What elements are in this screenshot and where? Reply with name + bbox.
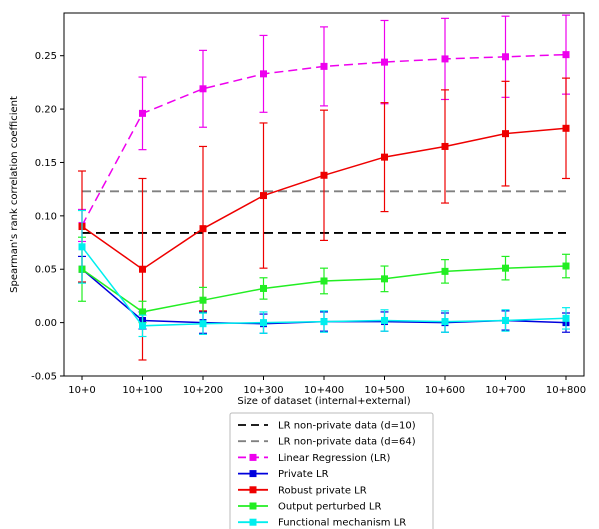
legend-box: [229, 412, 434, 529]
legend-label: Functional mechanism LR: [278, 518, 406, 529]
series-linear-regression-lr: [78, 14, 570, 243]
data-point: [320, 171, 328, 179]
y-tick-label: 0.15: [35, 158, 57, 169]
legend-entry-lr-non-private-data-d-64: LR non-private data (d=64): [238, 437, 416, 448]
data-point: [441, 267, 449, 275]
data-point: [320, 318, 328, 326]
data-point: [199, 320, 207, 328]
legend-label: LR non-private data (d=64): [278, 437, 416, 448]
x-axis-title: Size of dataset (internal+external): [237, 396, 410, 407]
axes: -0.05 0.00 0.05 0.10 0.15 0.20 0.25 10+0 10+100 1…: [9, 12, 586, 407]
plot-area: [78, 14, 570, 361]
x-tick-label: 10+700: [485, 385, 525, 396]
legend-label: LR non-private data (d=10): [278, 421, 416, 432]
x-tick-label: 10+400: [304, 385, 344, 396]
data-point: [199, 85, 207, 93]
legend-swatch-marker: [249, 470, 257, 478]
data-point: [381, 316, 388, 324]
series-output-perturbed-lr: [78, 236, 570, 324]
legend-entry-output-perturbed-lr: Output perturbed LR: [238, 502, 381, 513]
data-point: [441, 142, 449, 150]
data-point: [78, 243, 86, 251]
data-point: [139, 322, 146, 330]
series-robust-private-lr: [78, 77, 570, 361]
legend-swatch-marker: [249, 518, 257, 526]
data-point: [562, 314, 570, 322]
legend-entry-private-lr: Private LR: [238, 469, 329, 480]
y-tick-label: 0.00: [35, 318, 57, 329]
data-point: [260, 319, 267, 327]
data-point: [441, 55, 449, 63]
data-point: [199, 296, 207, 304]
x-tick-label: 10+500: [364, 385, 404, 396]
legend-entry-robust-private-lr: Robust private LR: [238, 485, 367, 496]
y-tick-label: 0.10: [35, 211, 57, 222]
x-tick-label: 10+0: [68, 385, 95, 396]
x-tick-label: 10+300: [243, 385, 283, 396]
data-point: [139, 265, 146, 273]
data-point: [260, 70, 267, 78]
legend-label: Private LR: [278, 469, 329, 480]
data-point: [502, 53, 509, 61]
legend-entry-functional-mechanism-lr: Functional mechanism LR: [238, 518, 406, 529]
data-point: [199, 225, 207, 233]
data-point: [381, 58, 388, 66]
legend-label: Linear Regression (LR): [278, 453, 391, 464]
y-tick-label: 0.25: [35, 51, 57, 62]
legend: LR non-private data (d=10) LR non-private…: [229, 412, 434, 529]
x-tick-label: 10+100: [122, 385, 162, 396]
x-tick-label: 10+600: [425, 385, 465, 396]
y-tick-label: -0.05: [31, 372, 57, 383]
legend-swatch-marker: [249, 453, 257, 461]
legend-label: Output perturbed LR: [278, 502, 381, 513]
series-functional-mechanism-lr: [78, 209, 570, 338]
data-point: [139, 109, 146, 117]
data-point: [502, 264, 509, 272]
data-point: [502, 316, 509, 324]
data-point: [441, 318, 449, 326]
data-point: [139, 308, 146, 316]
data-point: [562, 124, 570, 132]
y-tick-label: 0.20: [35, 105, 57, 116]
x-tick-label: 10+800: [546, 385, 586, 396]
legend-swatch-marker: [249, 502, 257, 510]
legend-entry-linear-regression-lr: Linear Regression (LR): [238, 453, 391, 464]
legend-entry-lr-non-private-data-d-10: LR non-private data (d=10): [238, 421, 416, 432]
x-tick-label: 10+200: [183, 385, 223, 396]
y-axis-title: Spearman's rank correlation coefficient: [9, 96, 20, 293]
data-point: [502, 130, 509, 138]
data-point: [562, 262, 570, 270]
data-point: [562, 51, 570, 59]
legend-swatch-marker: [249, 486, 257, 494]
data-point: [381, 153, 388, 161]
legend-label: Robust private LR: [278, 485, 367, 496]
y-tick-label: 0.05: [35, 265, 57, 276]
data-point: [260, 192, 267, 200]
data-point: [260, 284, 267, 292]
data-point: [320, 62, 328, 70]
data-point: [320, 277, 328, 285]
data-point: [381, 275, 388, 283]
